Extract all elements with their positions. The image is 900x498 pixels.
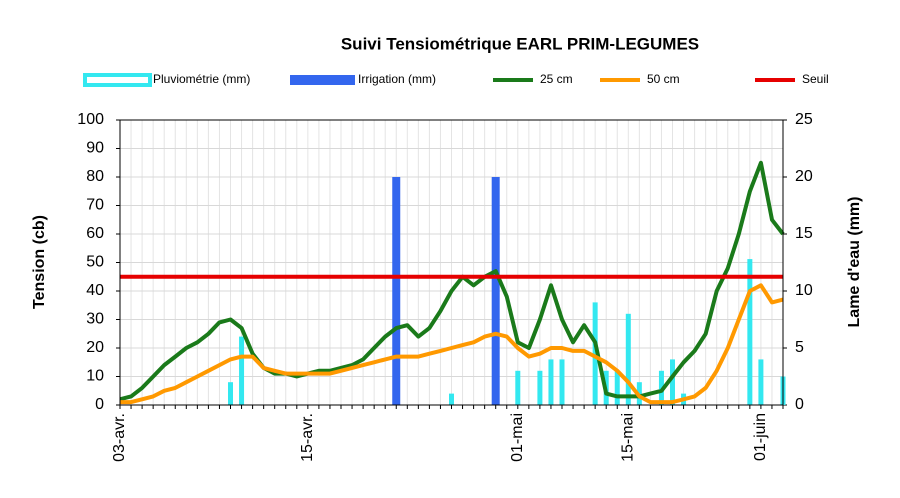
y-axis-label: Tension (cb): [31, 215, 48, 309]
bar: [392, 177, 400, 405]
y-tick-label: 10: [86, 368, 104, 385]
y-tick-label: 50: [86, 254, 104, 271]
x-tick-label: 01-mai: [509, 413, 526, 462]
y-tick-label: 90: [86, 140, 104, 157]
y2-tick-label: 10: [795, 282, 813, 299]
chart-title: Suivi Tensiométrique EARL PRIM-LEGUMES: [341, 34, 699, 53]
legend-swatch: [85, 75, 150, 85]
bar: [560, 359, 565, 405]
y-tick-label: 100: [77, 111, 104, 128]
y-tick-label: 80: [86, 168, 104, 185]
bar: [515, 371, 520, 405]
legend-label: Irrigation (mm): [358, 72, 436, 86]
y-tick-label: 30: [86, 311, 104, 328]
x-tick-label: 01-juin: [752, 413, 769, 461]
y-tick-label: 0: [95, 396, 104, 413]
bar: [239, 337, 244, 405]
bar: [615, 371, 620, 405]
bar: [747, 259, 752, 405]
y2-axis-label: Lame d'eau (mm): [846, 197, 863, 328]
y-tick-label: 20: [86, 339, 104, 356]
y-tick-label: 60: [86, 225, 104, 242]
x-tick-label: 15-mai: [620, 413, 637, 462]
y2-tick-label: 5: [795, 339, 804, 356]
bar: [449, 394, 454, 405]
bar: [492, 177, 500, 405]
y2-tick-label: 0: [795, 396, 804, 413]
x-tick-label: 03-avr.: [111, 413, 128, 462]
bar: [537, 371, 542, 405]
bar: [548, 359, 553, 405]
y2-tick-label: 15: [795, 225, 813, 242]
bar: [670, 359, 675, 405]
y-tick-label: 70: [86, 197, 104, 214]
y2-tick-label: 25: [795, 111, 813, 128]
legend-label: 50 cm: [647, 72, 680, 86]
bar: [758, 359, 763, 405]
bar: [626, 314, 631, 405]
legend-label: Seuil: [802, 72, 829, 86]
y2-tick-label: 20: [795, 168, 813, 185]
legend-label: 25 cm: [540, 72, 573, 86]
legend-label: Pluviométrie (mm): [153, 72, 250, 86]
chart: Suivi Tensiométrique EARL PRIM-LEGUMES T…: [0, 0, 900, 498]
bar: [228, 382, 233, 405]
y-tick-label: 40: [86, 282, 104, 299]
legend-swatch: [290, 75, 355, 85]
x-tick-label: 15-avr.: [299, 413, 316, 462]
